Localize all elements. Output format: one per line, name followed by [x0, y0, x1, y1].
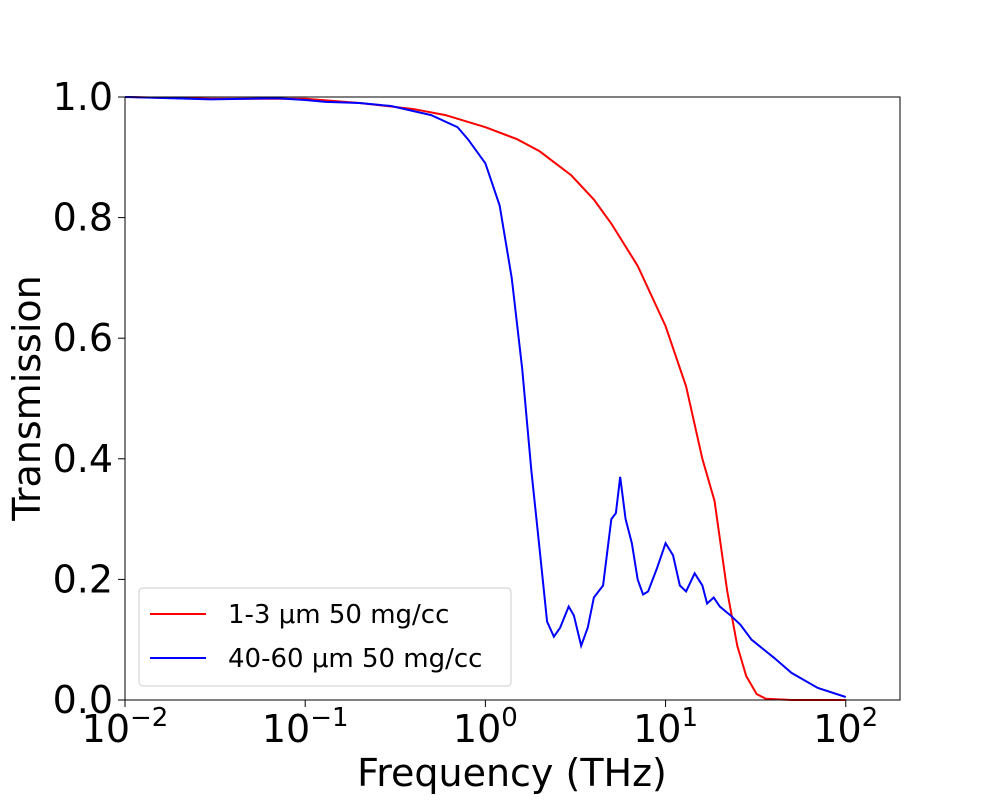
- legend-label: 40-60 μm 50 mg/cc: [228, 644, 482, 674]
- data-line: [124, 96, 846, 701]
- x-tick-label: 10−1: [262, 703, 349, 751]
- y-tick-label: 0.0: [53, 678, 113, 722]
- data-line: [124, 96, 847, 698]
- y-axis-label: Transmission: [5, 275, 49, 521]
- y-tick-label: 0.4: [53, 437, 113, 481]
- y-tick-label: 0.6: [53, 316, 113, 360]
- x-tick-label: 102: [813, 703, 878, 751]
- plot-frame: [124, 96, 901, 701]
- x-tick-label: 101: [633, 703, 698, 751]
- y-tick-label: 0.2: [53, 557, 113, 601]
- legend-box: [138, 587, 512, 687]
- y-tick-label: 0.8: [53, 196, 113, 240]
- x-tick-label: 10−2: [82, 703, 169, 751]
- x-tick-label: 100: [453, 703, 518, 751]
- legend-label: 1-3 μm 50 mg/cc: [228, 600, 449, 630]
- y-tick-label: 1.0: [53, 75, 113, 119]
- x-axis-label: Frequency (THz): [357, 751, 667, 795]
